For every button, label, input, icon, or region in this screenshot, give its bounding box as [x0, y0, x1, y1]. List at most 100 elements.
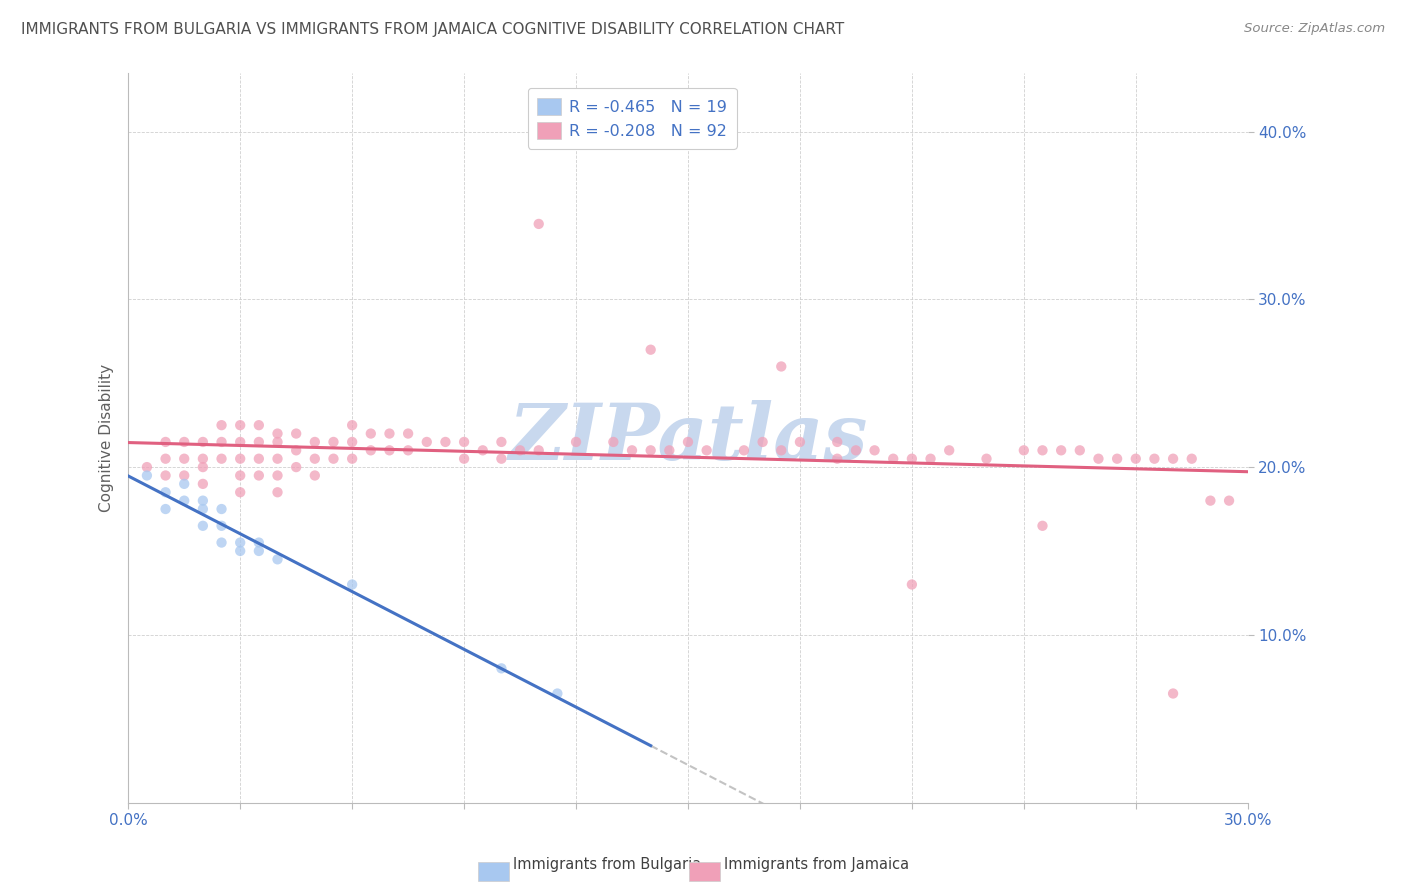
Point [340, 418, 363, 433]
Point [825, 451, 848, 466]
Point [266, 426, 288, 441]
Point [211, 418, 233, 433]
Point [920, 451, 942, 466]
Point [1199, 493, 1222, 508]
Point [211, 451, 233, 466]
Point [602, 434, 624, 449]
Point [191, 518, 214, 533]
Text: Source: ZipAtlas.com: Source: ZipAtlas.com [1244, 22, 1385, 36]
Legend: R = -0.465   N = 19, R = -0.208   N = 92: R = -0.465 N = 19, R = -0.208 N = 92 [527, 88, 737, 149]
Point [378, 443, 401, 458]
Point [938, 443, 960, 458]
Point [1161, 686, 1184, 700]
Point [285, 443, 308, 458]
Point [658, 443, 681, 458]
Point [155, 468, 177, 483]
Text: Immigrants from Bulgaria: Immigrants from Bulgaria [513, 857, 702, 872]
Point [229, 468, 252, 483]
Point [266, 434, 288, 449]
Point [1012, 443, 1035, 458]
Point [1069, 443, 1091, 458]
Point [173, 468, 195, 483]
Point [340, 451, 363, 466]
Point [640, 443, 662, 458]
Point [453, 434, 475, 449]
Point [360, 443, 382, 458]
Point [546, 686, 568, 700]
Point [266, 485, 288, 500]
Point [173, 493, 195, 508]
Point [901, 577, 924, 591]
Point [901, 451, 924, 466]
Point [621, 443, 644, 458]
Point [229, 544, 252, 558]
Point [247, 535, 270, 549]
Point [304, 468, 326, 483]
Point [378, 426, 401, 441]
Point [247, 544, 270, 558]
Point [285, 426, 308, 441]
Point [247, 434, 270, 449]
Point [155, 502, 177, 516]
Point [882, 451, 904, 466]
Point [322, 434, 344, 449]
Point [491, 661, 513, 675]
Point [434, 434, 457, 449]
Point [191, 476, 214, 491]
Point [247, 451, 270, 466]
Text: Immigrants from Jamaica: Immigrants from Jamaica [724, 857, 910, 872]
Point [770, 359, 793, 374]
Point [1161, 451, 1184, 466]
Point [640, 343, 662, 357]
Point [229, 451, 252, 466]
Point [266, 468, 288, 483]
Point [527, 443, 550, 458]
Point [155, 451, 177, 466]
Text: IMMIGRANTS FROM BULGARIA VS IMMIGRANTS FROM JAMAICA COGNITIVE DISABILITY CORRELA: IMMIGRANTS FROM BULGARIA VS IMMIGRANTS F… [21, 22, 845, 37]
Point [1087, 451, 1109, 466]
Point [322, 451, 344, 466]
Point [491, 434, 513, 449]
Point [751, 434, 773, 449]
Point [1181, 451, 1204, 466]
Point [247, 418, 270, 433]
Point [676, 434, 699, 449]
Point [340, 577, 363, 591]
Point [1218, 493, 1240, 508]
Point [453, 451, 475, 466]
Y-axis label: Cognitive Disability: Cognitive Disability [100, 364, 114, 512]
Point [733, 443, 755, 458]
Point [1050, 443, 1073, 458]
Point [1031, 518, 1053, 533]
Point [155, 434, 177, 449]
Point [304, 451, 326, 466]
Point [266, 451, 288, 466]
Point [191, 493, 214, 508]
Point [135, 468, 157, 483]
Point [135, 460, 157, 475]
Point [789, 434, 811, 449]
Point [191, 460, 214, 475]
Text: ZIPatlas: ZIPatlas [509, 400, 868, 476]
Point [845, 443, 868, 458]
Point [211, 434, 233, 449]
Point [211, 518, 233, 533]
Point [173, 434, 195, 449]
Point [229, 434, 252, 449]
Point [155, 485, 177, 500]
Point [491, 451, 513, 466]
Point [416, 434, 439, 449]
Point [229, 418, 252, 433]
Point [1031, 443, 1053, 458]
Point [285, 460, 308, 475]
Point [173, 476, 195, 491]
Point [191, 434, 214, 449]
Point [1125, 451, 1147, 466]
Point [696, 443, 718, 458]
Point [471, 443, 494, 458]
Point [1143, 451, 1166, 466]
Point [304, 434, 326, 449]
Point [527, 217, 550, 231]
Point [191, 451, 214, 466]
Point [863, 443, 886, 458]
